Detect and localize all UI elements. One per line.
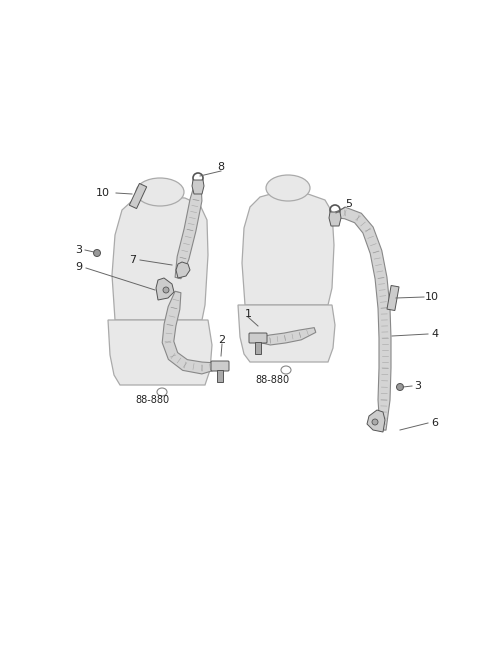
Ellipse shape <box>136 178 184 206</box>
Text: 2: 2 <box>218 335 226 345</box>
Polygon shape <box>176 262 190 278</box>
Polygon shape <box>108 320 212 385</box>
Polygon shape <box>336 207 391 430</box>
FancyBboxPatch shape <box>211 361 229 371</box>
Polygon shape <box>112 196 208 320</box>
Polygon shape <box>156 278 174 300</box>
Polygon shape <box>238 305 335 362</box>
Text: 8: 8 <box>217 162 225 172</box>
Text: 10: 10 <box>96 188 110 198</box>
Text: 9: 9 <box>75 262 83 272</box>
Ellipse shape <box>266 175 310 201</box>
Polygon shape <box>129 184 147 209</box>
Text: 10: 10 <box>425 292 439 302</box>
Text: 1: 1 <box>244 309 252 319</box>
Polygon shape <box>162 291 218 374</box>
Text: 3: 3 <box>415 381 421 391</box>
Text: 5: 5 <box>346 199 352 209</box>
Polygon shape <box>260 327 316 345</box>
Polygon shape <box>175 182 202 279</box>
Polygon shape <box>329 212 341 226</box>
Polygon shape <box>192 180 204 194</box>
Circle shape <box>396 384 404 390</box>
Ellipse shape <box>163 287 169 293</box>
Circle shape <box>94 249 100 256</box>
Text: 4: 4 <box>432 329 439 339</box>
Text: 88-880: 88-880 <box>135 395 169 405</box>
Text: 7: 7 <box>130 255 137 265</box>
Polygon shape <box>217 370 223 382</box>
Text: 6: 6 <box>432 418 439 428</box>
Polygon shape <box>255 342 261 354</box>
Text: 88-880: 88-880 <box>255 375 289 385</box>
FancyBboxPatch shape <box>249 333 267 343</box>
Polygon shape <box>387 285 399 310</box>
Ellipse shape <box>372 419 378 425</box>
Polygon shape <box>242 192 334 305</box>
Text: 3: 3 <box>75 245 83 255</box>
Polygon shape <box>367 410 385 432</box>
